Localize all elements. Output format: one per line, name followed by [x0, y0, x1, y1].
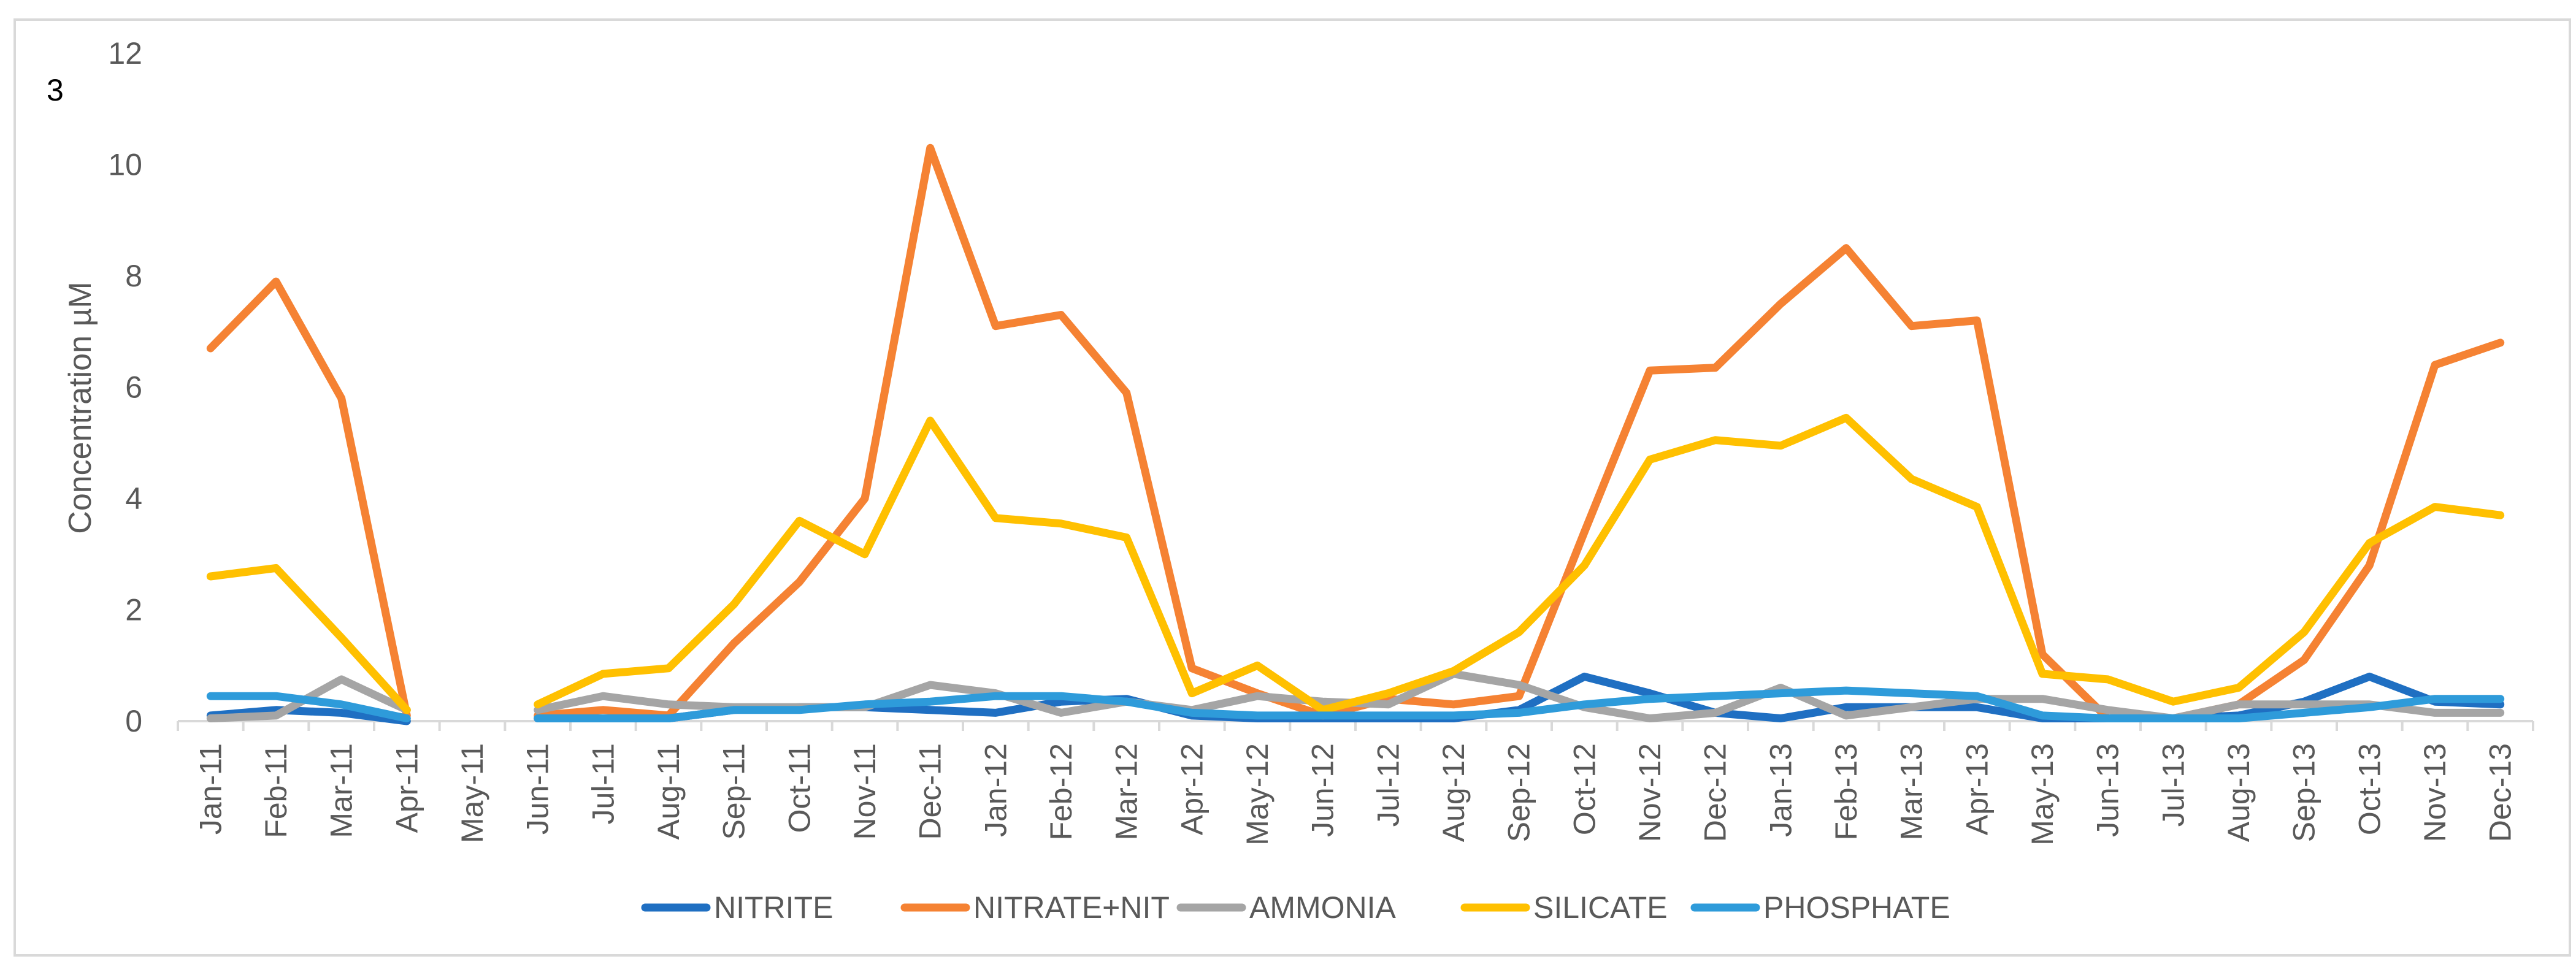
- series-line-silicate: [206, 413, 2505, 714]
- x-tick-label: Jun-12: [1306, 743, 1340, 837]
- x-tick-label: Jun-11: [521, 743, 555, 835]
- x-tick-label: Nov-13: [2418, 743, 2452, 842]
- x-axis: Jan-11 Feb-11 Mar-11 Apr-11 May-11 Jun-11 Jul-…: [177, 720, 2534, 846]
- series-line-phosphate: [206, 686, 2505, 722]
- legend-label-nitrate-nit: NITRATE+NIT: [973, 890, 1170, 925]
- x-tick-label: Mar-13: [1895, 743, 1929, 840]
- x-tick-label: Apr-13: [1960, 743, 1994, 835]
- x-tick-label: Mar-11: [324, 743, 359, 838]
- legend-label-phosphate: PHOSPHATE: [1763, 890, 1950, 925]
- legend: NITRITE NITRATE+NIT AMMONIA SILICATE PHOSPHA…: [641, 890, 1950, 925]
- x-tick-label: Aug-11: [651, 743, 686, 840]
- y-tick-label: 8: [125, 259, 142, 293]
- legend-label-nitrite: NITRITE: [714, 890, 833, 925]
- x-tick-label: Dec-12: [1698, 743, 1733, 842]
- x-tick-label: Oct-13: [2352, 743, 2386, 835]
- x-tick-label: Dec-11: [913, 743, 948, 839]
- x-tick-label: Sep-11: [717, 743, 751, 840]
- x-tick-label: May-12: [1240, 743, 1275, 846]
- x-tick-label: Jan-13: [1763, 743, 1798, 837]
- x-tick-label: May-13: [2025, 743, 2060, 846]
- series-layer: [206, 143, 2505, 725]
- legend-label-silicate: SILICATE: [1533, 890, 1668, 925]
- x-tick-label: Mar-12: [1110, 743, 1144, 840]
- x-tick-label: Jul-13: [2156, 743, 2190, 827]
- y-tick-label: 12: [108, 36, 142, 71]
- x-tick-label: Sep-13: [2287, 743, 2321, 842]
- x-tick-label: Nov-11: [848, 743, 882, 839]
- chart-frame: [13, 18, 2571, 957]
- x-tick-label: May-11: [455, 743, 489, 843]
- y-tick-label: 10: [108, 148, 142, 182]
- x-tick-label: Apr-12: [1175, 743, 1209, 835]
- x-tick-label: Jan-11: [193, 743, 228, 835]
- x-tick-label: Feb-12: [1044, 743, 1078, 840]
- x-tick-label: Feb-11: [259, 743, 293, 838]
- legend-label-ammonia: AMMONIA: [1249, 890, 1397, 925]
- x-tick-label: Dec-13: [2483, 743, 2518, 842]
- y-axis-label: Concentration µM: [63, 281, 98, 533]
- x-tick-label: Jun-13: [2091, 743, 2125, 837]
- x-tick-label: Aug-13: [2221, 743, 2256, 842]
- series-line-nitrate-nit: [206, 143, 2505, 722]
- x-tick-label: Feb-13: [1829, 743, 1863, 840]
- x-tick-label: Oct-12: [1567, 743, 1601, 835]
- x-tick-label: Sep-12: [1502, 743, 1536, 842]
- panel-label: 3: [47, 73, 64, 107]
- x-tick-label: Nov-12: [1633, 743, 1667, 842]
- y-tick-label: 6: [125, 370, 142, 405]
- x-tick-label: Apr-11: [389, 743, 424, 833]
- y-tick-label: 0: [125, 704, 142, 738]
- x-tick-label: Jan-12: [978, 743, 1013, 837]
- x-tick-label: Jul-12: [1371, 743, 1405, 827]
- y-axis-ticks: 0 2 4 6 8 10 12: [108, 36, 142, 738]
- y-tick-label: 2: [125, 593, 142, 627]
- x-tick-label: Jul-11: [586, 743, 620, 824]
- y-tick-label: 4: [125, 481, 142, 516]
- x-tick-label: Aug-12: [1436, 743, 1471, 842]
- x-tick-label: Oct-11: [782, 743, 816, 833]
